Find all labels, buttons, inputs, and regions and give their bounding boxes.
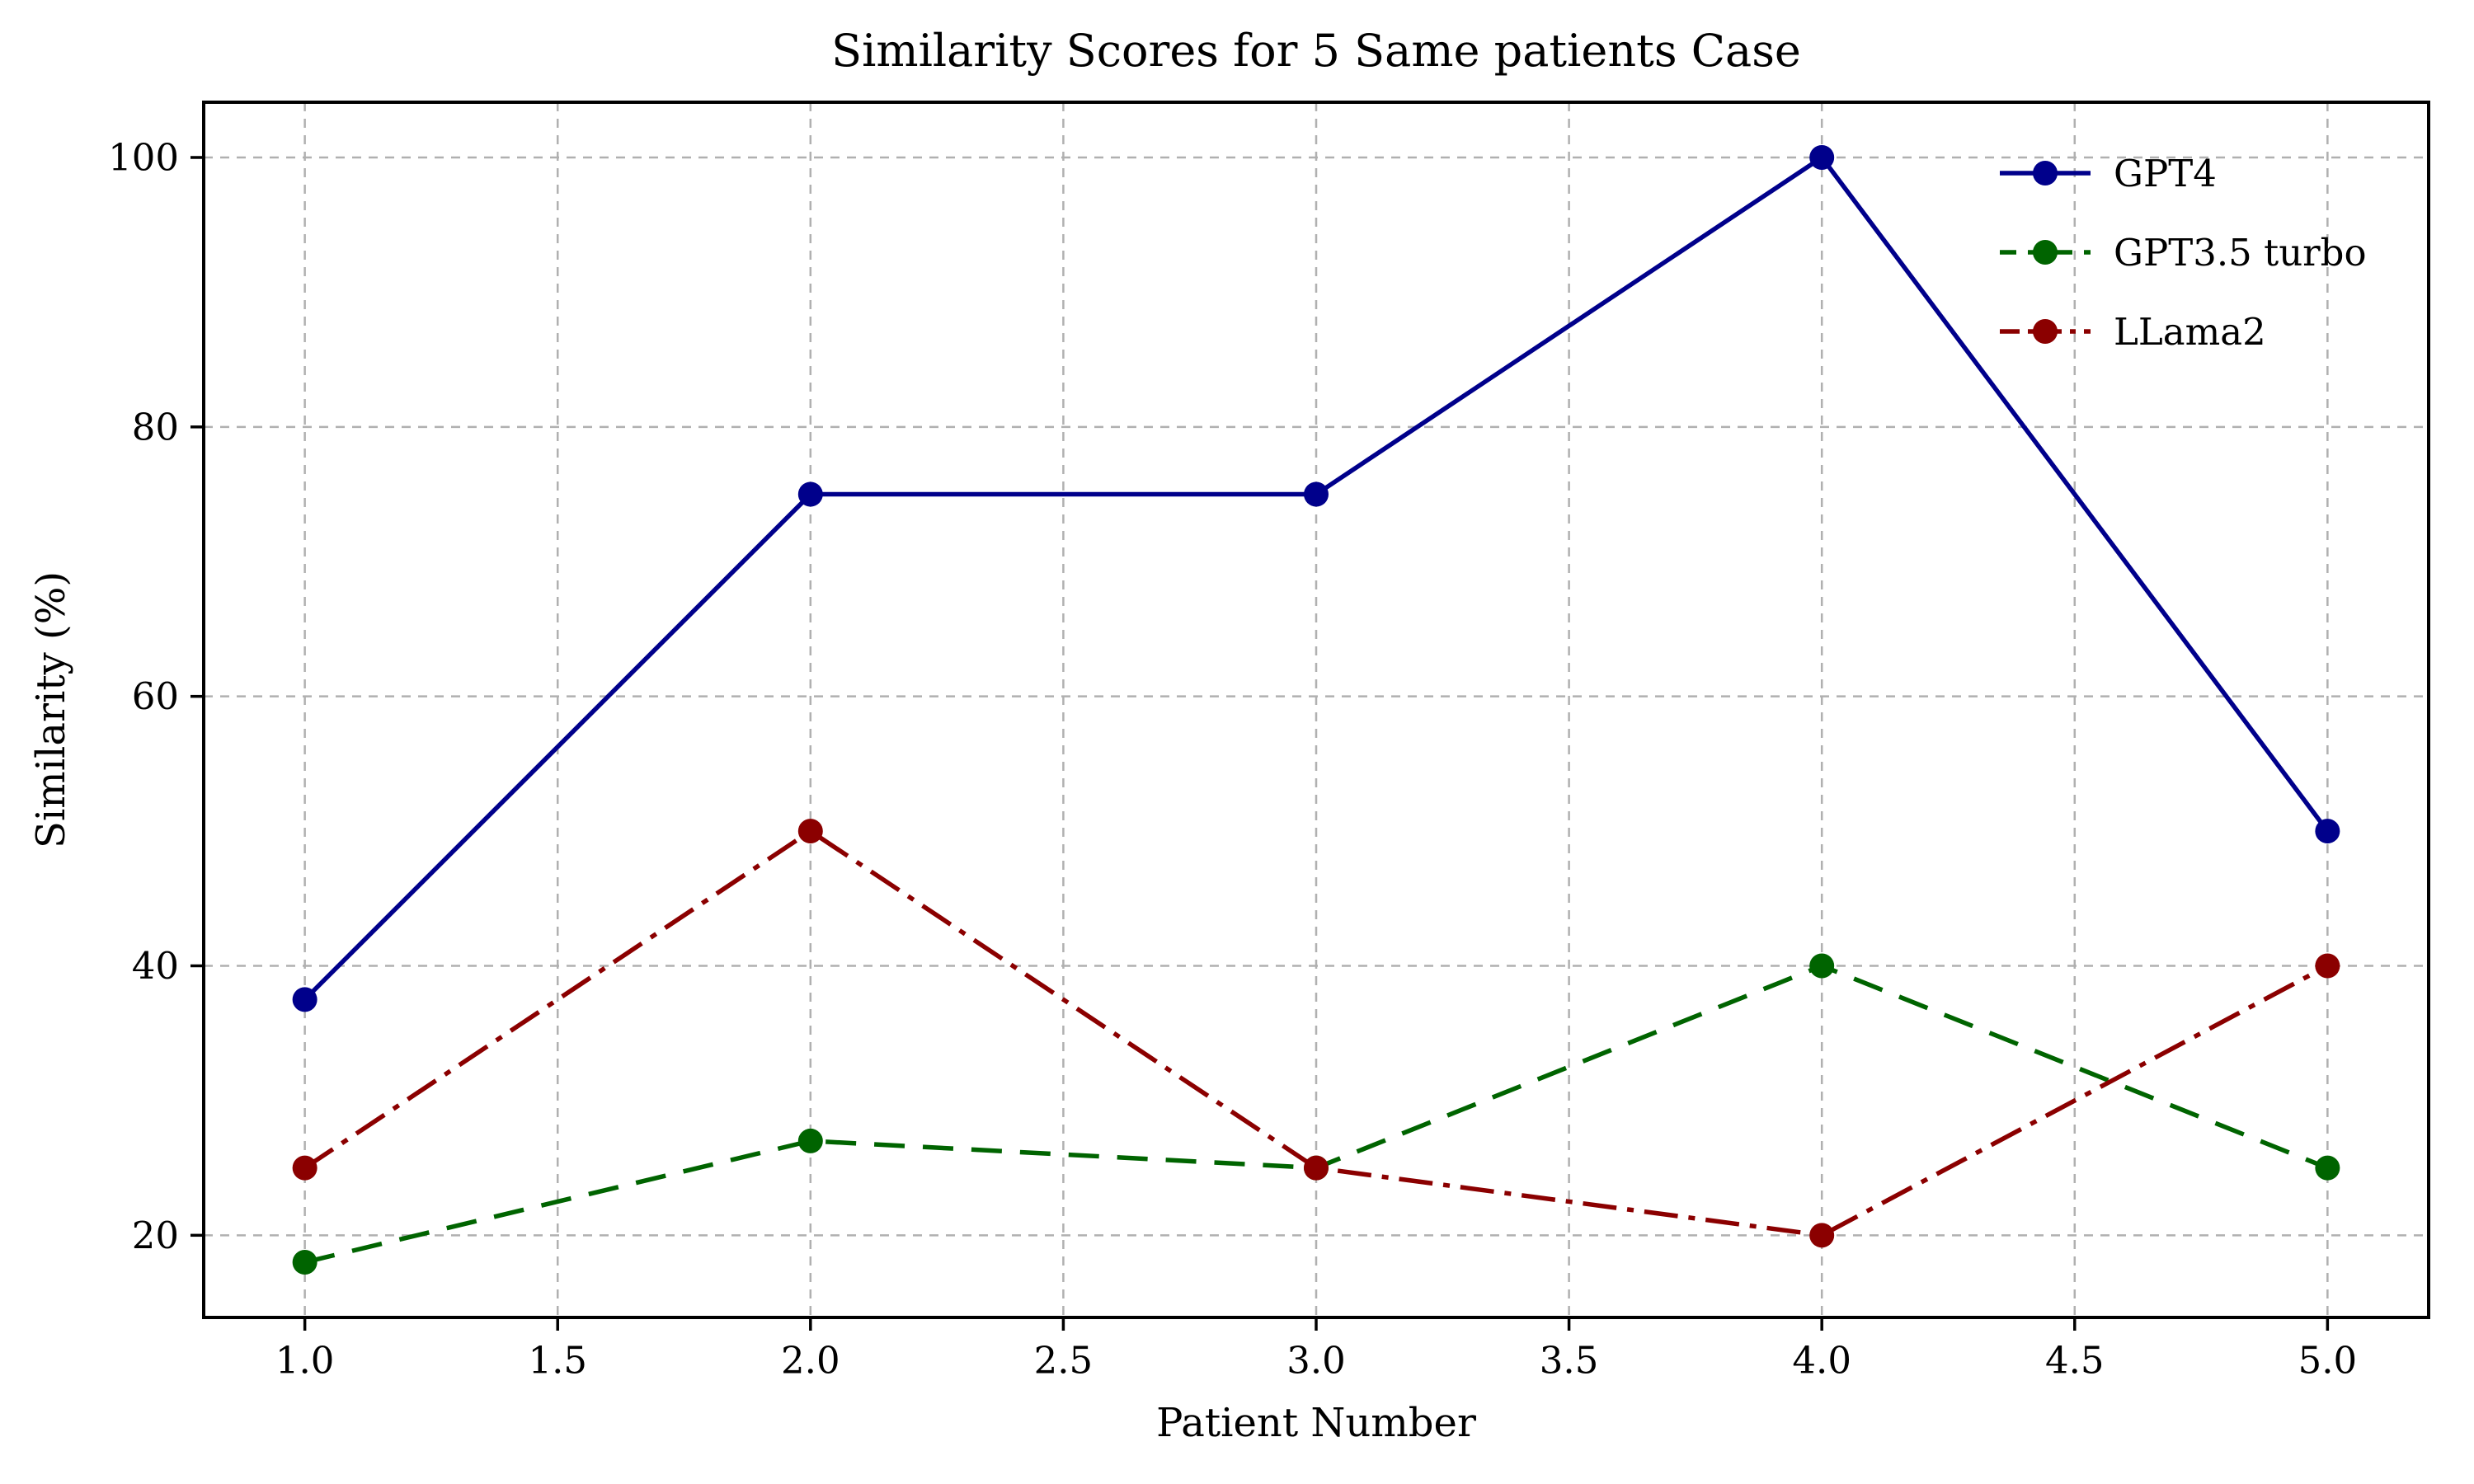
data-point-marker [1809, 145, 1835, 170]
data-point-marker [292, 987, 317, 1012]
y-tick-label: 100 [108, 136, 179, 180]
x-tick-label: 3.5 [1540, 1339, 1599, 1383]
x-tick-label: 1.5 [528, 1339, 587, 1383]
legend-label: GPT3.5 turbo [2114, 230, 2367, 275]
x-tick-label: 5.0 [2298, 1339, 2358, 1383]
y-tick-label: 20 [132, 1214, 179, 1257]
legend-item-gpt4: GPT4 [1998, 134, 2367, 213]
legend-line-swatch [2000, 240, 2091, 265]
legend-line-swatch [2000, 161, 2091, 186]
data-point-marker [292, 1250, 317, 1275]
data-point-marker [1304, 1155, 1329, 1181]
legend-label: LLama2 [2114, 309, 2266, 354]
data-point-marker [292, 1155, 317, 1181]
data-point-marker [797, 819, 823, 844]
x-tick-label: 2.5 [1034, 1339, 1094, 1383]
chart-title: Similarity Scores for 5 Same patients Ca… [831, 25, 1801, 77]
y-axis-label: Similarity (%) [28, 571, 74, 849]
data-point-marker [2315, 819, 2340, 844]
x-tick-label: 3.0 [1286, 1339, 1346, 1383]
data-point-marker [2315, 1155, 2340, 1181]
x-tick-label: 4.5 [2045, 1339, 2105, 1383]
legend-item-llama2: LLama2 [1998, 292, 2367, 371]
x-axis-label: Patient Number [1156, 1400, 1476, 1446]
legend-line-swatch [2000, 319, 2091, 344]
data-point-marker [797, 1128, 823, 1153]
x-tick-label: 4.0 [1792, 1339, 1851, 1383]
data-point-marker [797, 481, 823, 507]
x-tick-label: 1.0 [275, 1339, 335, 1383]
data-point-marker [2315, 953, 2340, 979]
x-tick-label: 2.0 [781, 1339, 840, 1383]
data-point-marker [1304, 481, 1329, 507]
data-point-marker [1809, 1223, 1835, 1248]
y-tick-label: 60 [132, 674, 179, 718]
legend-item-gpt3-5-turbo: GPT3.5 turbo [1998, 213, 2367, 292]
data-point-marker [1809, 953, 1835, 979]
legend-label: GPT4 [2114, 151, 2217, 195]
legend: GPT4 GPT3.5 turbo LLama2 [1998, 134, 2367, 371]
y-tick-label: 40 [132, 944, 179, 988]
y-tick-label: 80 [132, 405, 179, 448]
